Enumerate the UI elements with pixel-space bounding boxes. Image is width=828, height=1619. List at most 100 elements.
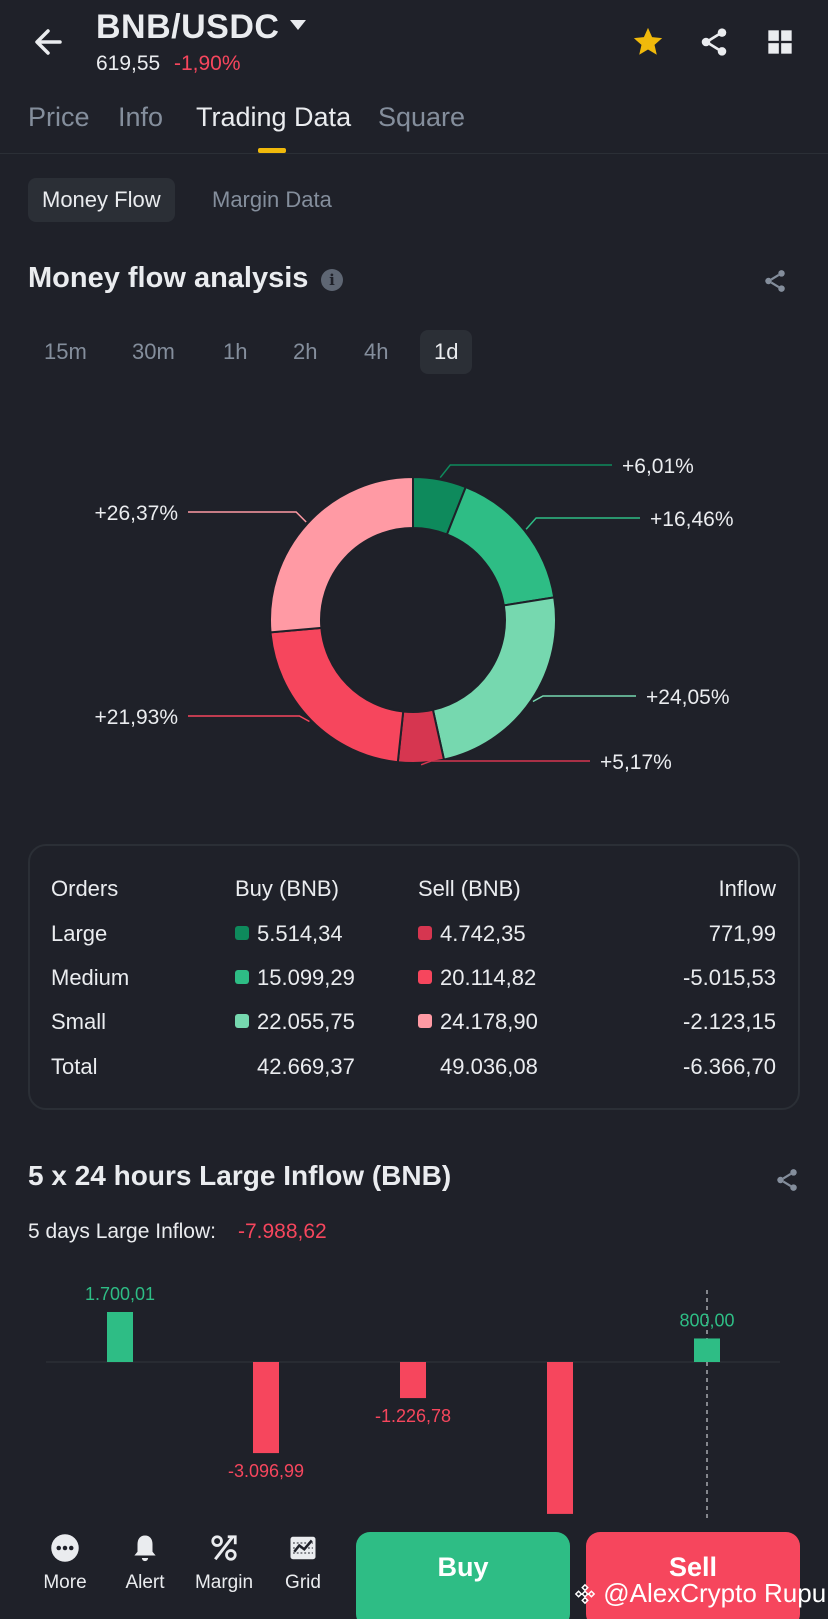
buy-large-value: 5.514,34 bbox=[257, 921, 343, 946]
donut-slice-2 bbox=[431, 596, 557, 761]
inflow-medium-value: -5.015,53 bbox=[683, 965, 776, 990]
nav-more[interactable]: More bbox=[30, 1532, 100, 1594]
back-button[interactable] bbox=[28, 22, 68, 62]
share-icon bbox=[777, 1169, 797, 1191]
sell-button[interactable]: Sell bbox=[586, 1532, 800, 1619]
arrow-left-icon bbox=[35, 29, 62, 55]
bar-0 bbox=[107, 1312, 133, 1362]
sell-large-value: 4.742,35 bbox=[440, 921, 526, 946]
bell-icon bbox=[129, 1532, 161, 1564]
nav-grid[interactable]: Grid bbox=[268, 1532, 338, 1594]
bar-label-0: 1.700,01 bbox=[85, 1284, 155, 1304]
donut-leader-2 bbox=[532, 695, 636, 703]
legend-buy-large bbox=[235, 926, 249, 940]
nav-margin[interactable]: Margin bbox=[189, 1532, 259, 1594]
buy-small-value: 22.055,75 bbox=[257, 1009, 355, 1034]
price-change: -1,90% bbox=[174, 52, 241, 75]
timeframe-2h[interactable]: 2h bbox=[293, 339, 318, 364]
nav-alert-label: Alert bbox=[125, 1572, 165, 1593]
sell-medium-value: 20.114,82 bbox=[440, 965, 537, 990]
column-header-sell: Sell (BNB) bbox=[418, 876, 521, 901]
buy-medium-value: 15.099,29 bbox=[257, 965, 355, 990]
money-flow-donut-chart: +6,01% +16,46% +24,05% +5,17% +21,93% +26,37% bbox=[95, 455, 734, 774]
star-icon bbox=[633, 27, 663, 55]
timeframe-4h[interactable]: 4h bbox=[364, 339, 389, 364]
bar-1 bbox=[253, 1362, 279, 1454]
favorite-button[interactable] bbox=[628, 22, 668, 62]
row-label-small: Small bbox=[51, 1009, 107, 1034]
donut-slice-5 bbox=[269, 475, 414, 634]
chevron-down-icon[interactable] bbox=[290, 20, 306, 30]
five-day-inflow-label: 5 days Large Inflow: bbox=[28, 1220, 216, 1243]
donut-leader-1 bbox=[525, 517, 640, 530]
buy-button[interactable]: Buy bbox=[356, 1532, 570, 1619]
row-label-total: Total bbox=[51, 1054, 98, 1079]
timeframe-1d[interactable]: 1d bbox=[420, 330, 473, 374]
nav-alert[interactable]: Alert bbox=[110, 1532, 180, 1594]
share-button[interactable] bbox=[774, 1167, 800, 1198]
subtab-money-flow[interactable]: Money Flow bbox=[28, 178, 175, 222]
bar-label-4: 800,00 bbox=[679, 1310, 734, 1330]
divider bbox=[0, 153, 828, 154]
bar-2 bbox=[400, 1362, 426, 1399]
row-label-large: Large bbox=[51, 921, 108, 946]
last-price: 619,55 bbox=[96, 52, 161, 75]
tab-trading-data[interactable]: Trading Data bbox=[196, 102, 352, 132]
donut-label-3: +5,17% bbox=[600, 751, 672, 774]
timeframe-30m[interactable]: 30m bbox=[132, 339, 175, 364]
legend-buy-small bbox=[235, 1014, 249, 1028]
bar-3 bbox=[547, 1362, 573, 1514]
donut-leader-0 bbox=[439, 464, 612, 479]
active-tab-indicator bbox=[258, 148, 286, 153]
bar-label-1: -3.096,99 bbox=[228, 1461, 304, 1481]
donut-label-4: +21,93% bbox=[95, 706, 179, 729]
inflow-small-value: -2.123,15 bbox=[683, 1009, 776, 1034]
sell-total-value: 49.036,08 bbox=[440, 1054, 538, 1079]
more-icon bbox=[49, 1532, 81, 1564]
large-inflow-title: 5 x 24 hours Large Inflow (BNB) bbox=[28, 1160, 452, 1191]
nav-more-label: More bbox=[43, 1572, 87, 1593]
nav-grid-label: Grid bbox=[285, 1572, 321, 1593]
timeframe-1h[interactable]: 1h bbox=[223, 339, 248, 364]
bar-label-2: -1.226,78 bbox=[375, 1406, 451, 1426]
share-icon bbox=[765, 270, 785, 292]
sell-small-value: 24.178,90 bbox=[440, 1009, 538, 1034]
subtab-margin-data[interactable]: Margin Data bbox=[212, 187, 332, 212]
share-icon bbox=[701, 28, 727, 56]
tab-square[interactable]: Square bbox=[378, 102, 466, 132]
inflow-large-value: 771,99 bbox=[708, 921, 776, 946]
buy-total-value: 42.669,37 bbox=[257, 1054, 355, 1079]
donut-slice-4 bbox=[269, 626, 405, 764]
large-inflow-bar-chart: 1.700,01 -3.096,99 -1.226,78 800,00 bbox=[46, 1284, 780, 1520]
nav-margin-label: Margin bbox=[194, 1572, 254, 1593]
share-button[interactable] bbox=[694, 22, 734, 62]
info-icon[interactable]: i bbox=[321, 269, 343, 291]
grid-icon bbox=[768, 30, 792, 54]
donut-leader-4 bbox=[188, 715, 310, 723]
five-day-inflow-value: -7.988,62 bbox=[238, 1220, 327, 1243]
legend-sell-medium bbox=[418, 970, 432, 984]
donut-leader-5 bbox=[188, 511, 307, 523]
donut-label-2: +24,05% bbox=[646, 686, 730, 709]
inflow-total-value: -6.366,70 bbox=[683, 1054, 776, 1079]
row-label-medium: Medium bbox=[51, 965, 130, 990]
money-flow-title: Money flow analysis bbox=[28, 262, 309, 294]
binance-logo-icon bbox=[574, 1583, 596, 1605]
legend-sell-large bbox=[418, 926, 432, 940]
pair-title[interactable]: BNB/USDC bbox=[96, 8, 280, 46]
donut-label-5: +26,37% bbox=[95, 502, 179, 525]
donut-leader-3 bbox=[420, 760, 590, 766]
column-header-orders: Orders bbox=[51, 876, 119, 901]
timeframe-15m[interactable]: 15m bbox=[44, 339, 87, 364]
share-button[interactable] bbox=[762, 268, 788, 299]
percent-icon bbox=[208, 1532, 240, 1564]
tab-info[interactable]: Info bbox=[118, 102, 164, 132]
column-header-buy: Buy (BNB) bbox=[235, 876, 339, 901]
column-header-inflow: Inflow bbox=[718, 876, 776, 901]
grid-button[interactable] bbox=[760, 22, 800, 62]
watermark-text: @AlexCrypto Rupu bbox=[603, 1578, 827, 1608]
grid-bot-icon bbox=[287, 1532, 319, 1564]
tab-price[interactable]: Price bbox=[28, 102, 90, 132]
watermark: @AlexCrypto Rupu bbox=[574, 1578, 826, 1609]
donut-label-0: +6,01% bbox=[622, 455, 694, 478]
